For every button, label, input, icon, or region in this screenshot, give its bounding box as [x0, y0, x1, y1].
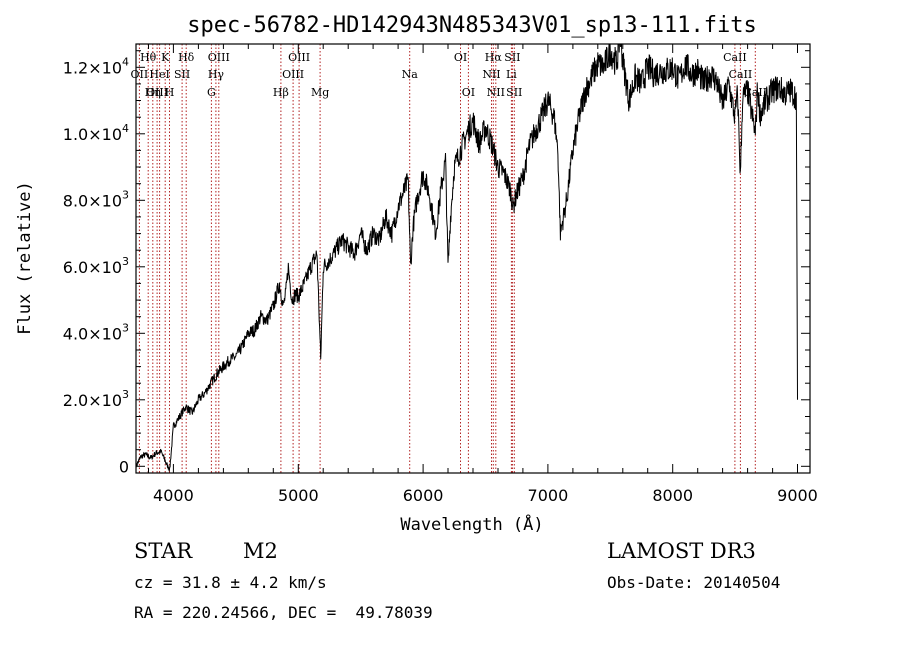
line-label: Na — [402, 68, 419, 81]
line-label: Li — [506, 68, 517, 81]
line-label: HeI — [149, 68, 169, 81]
x-axis-label: Wavelength (Å) — [400, 513, 543, 535]
x-tick-label: 9000 — [777, 486, 818, 505]
line-label: OIII — [288, 51, 310, 64]
line-label: CaII — [723, 51, 747, 64]
emission-line-markers — [138, 44, 756, 473]
line-label: SII — [174, 68, 190, 81]
line-label: Hη — [145, 86, 161, 99]
line-label: CaII — [729, 68, 753, 81]
line-label: Hγ — [208, 68, 225, 81]
line-label: OIII — [282, 68, 304, 81]
x-tick-label: 6000 — [403, 486, 444, 505]
redshift-velocity: cz = 31.8 ± 4.2 km/s — [134, 573, 327, 592]
x-tick-label: 4000 — [153, 486, 194, 505]
line-label: NII — [482, 68, 500, 81]
y-tick-label: 1.0×104 — [63, 122, 129, 144]
y-tick-label: 0 — [119, 457, 129, 476]
line-label: OI — [454, 51, 467, 64]
line-label: OIII — [146, 86, 168, 99]
y-tick-label: 8.0×103 — [63, 188, 129, 210]
line-label: OI — [462, 86, 475, 99]
y-tick-label: 6.0×103 — [63, 255, 129, 277]
y-tick-label: 4.0×103 — [63, 321, 129, 343]
object-subclass: M2 — [243, 539, 278, 563]
line-label: NII — [487, 86, 505, 99]
line-label: H — [165, 86, 175, 99]
line-label: Hβ — [273, 86, 289, 99]
spectrum-line — [136, 44, 798, 472]
chart-title: spec-56782-HD142943N485343V01_sp13-111.f… — [187, 13, 757, 38]
line-label: OIII — [208, 51, 230, 64]
x-axis: 4000 5000 6000 7000 8000 9000 — [148, 44, 818, 505]
survey-name: LAMOST DR3 — [607, 539, 756, 563]
observation-date: Obs-Date: 20140504 — [607, 573, 781, 592]
plot-frame — [135, 43, 811, 474]
line-label: OII — [131, 68, 149, 81]
line-label: Hα — [485, 51, 503, 64]
y-tick-label: 2.0×103 — [63, 388, 129, 410]
series-layer — [136, 44, 798, 472]
line-label: SII — [506, 86, 522, 99]
coordinates: RA = 220.24566, DEC = 49.78039 — [134, 603, 433, 622]
object-class: STAR — [134, 539, 193, 563]
line-label: Hθ — [140, 51, 157, 64]
y-axis: 0 2.0×103 4.0×103 6.0×103 8.0×103 1.0×104 1.2×… — [63, 50, 810, 476]
x-tick-label: 5000 — [278, 486, 319, 505]
line-label: K — [161, 51, 170, 64]
line-label: Mg — [311, 86, 329, 99]
line-label: G — [207, 86, 216, 99]
x-tick-label: 7000 — [528, 486, 569, 505]
y-axis-label: Flux (relative) — [15, 181, 35, 335]
line-label: SII — [504, 51, 520, 64]
y-tick-label: 1.2×104 — [63, 55, 129, 77]
x-tick-label: 8000 — [652, 486, 693, 505]
line-label: Hδ — [178, 51, 195, 64]
